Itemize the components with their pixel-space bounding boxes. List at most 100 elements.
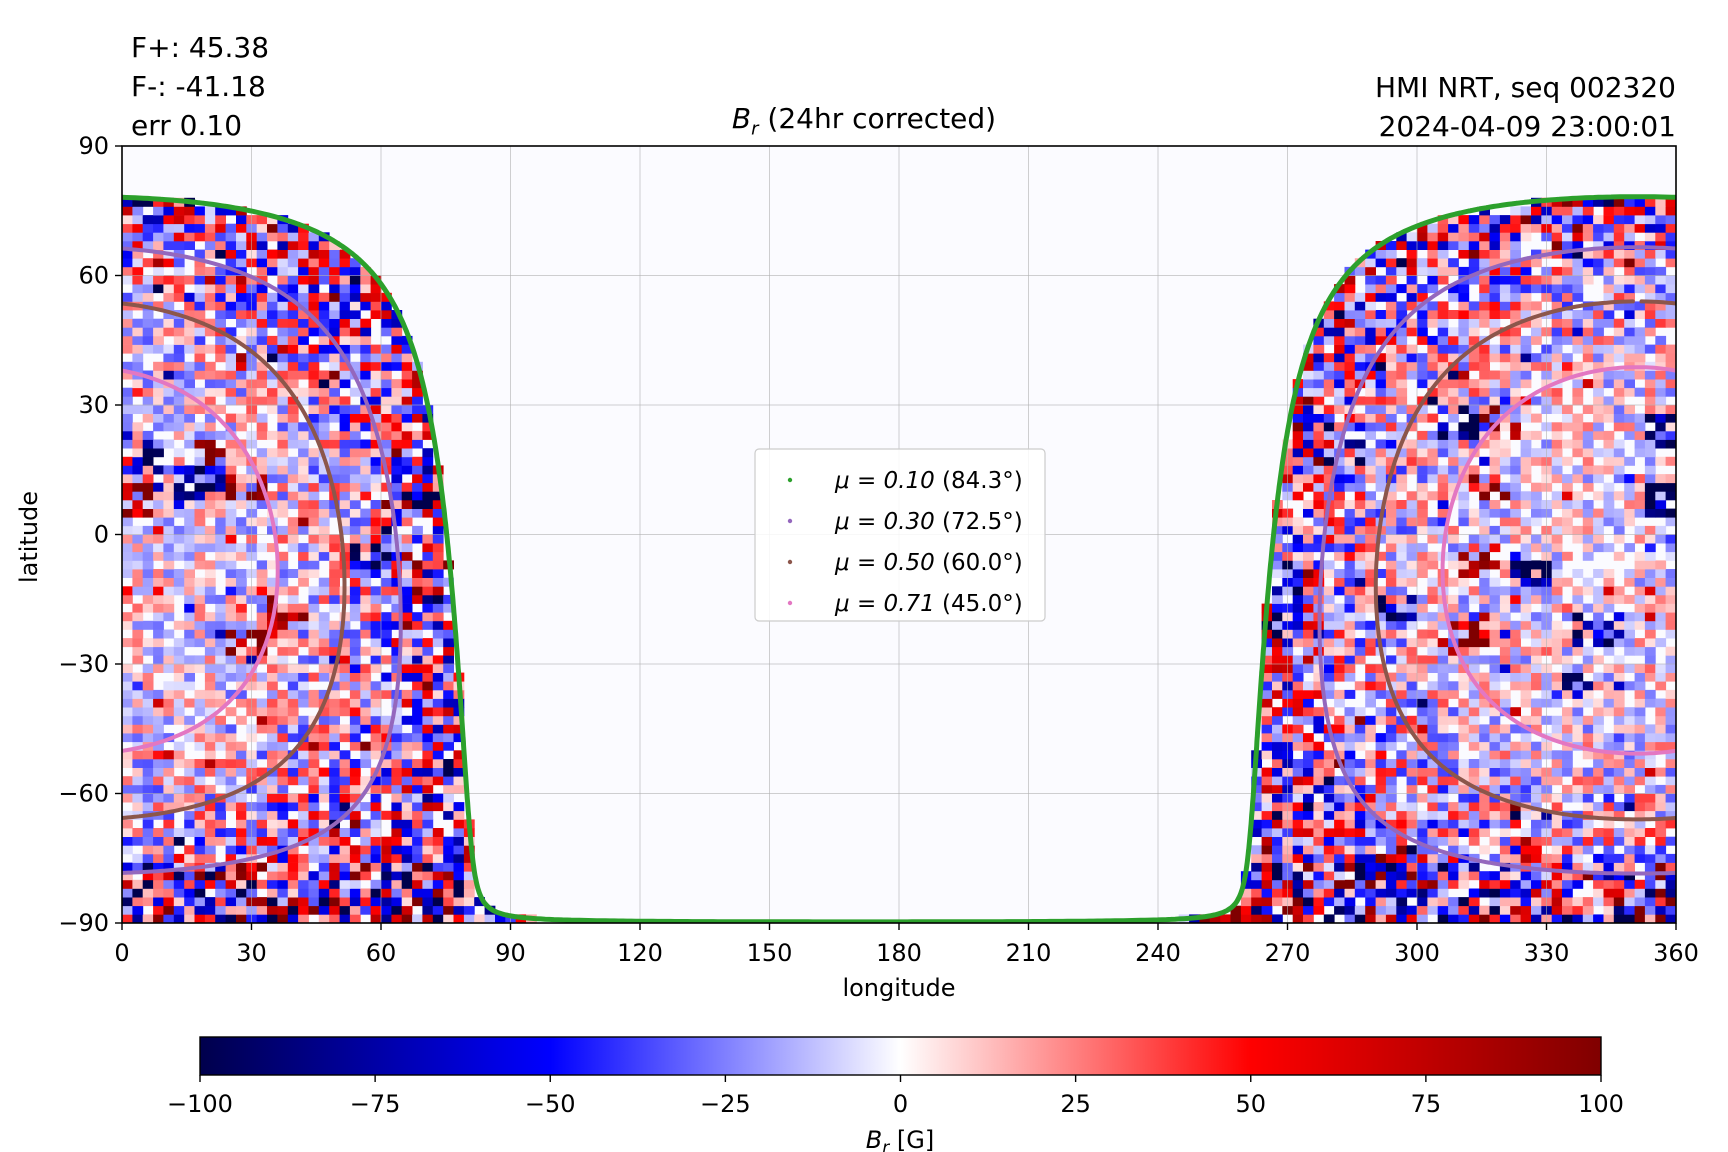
map-cell [381, 301, 392, 311]
map-cell [1427, 620, 1439, 630]
map-cell [1676, 845, 1687, 854]
map-cell [1593, 715, 1604, 725]
map-cell [1375, 594, 1387, 604]
map-cell [1448, 284, 1459, 294]
map-cell [184, 215, 195, 225]
map-cell [1385, 836, 1397, 846]
map-cell [1406, 594, 1418, 604]
map-cell [1499, 888, 1511, 898]
map-cell [204, 465, 216, 475]
map-cell [339, 750, 351, 760]
map-cell [267, 456, 278, 466]
map-cell [1292, 845, 1304, 855]
map-cell [1292, 733, 1304, 743]
map-cell [1613, 413, 1625, 423]
map-cell [1665, 249, 1676, 259]
map-cell [339, 396, 351, 406]
map-cell [1323, 422, 1335, 432]
map-cell [184, 819, 195, 829]
map-cell [1489, 482, 1501, 492]
map-cell [1458, 620, 1470, 630]
map-cell [1354, 569, 1366, 578]
map-cell [1665, 577, 1676, 587]
map-cell [215, 655, 226, 665]
map-cell [204, 284, 216, 294]
map-cell [1510, 223, 1521, 233]
map-cell [1272, 689, 1283, 699]
map-cell [1676, 733, 1687, 742]
map-cell [349, 551, 361, 561]
map-cell [1510, 534, 1521, 544]
map-cell [1531, 853, 1542, 863]
map-cell [173, 405, 185, 414]
map-cell [318, 413, 330, 423]
map-cell [1593, 370, 1604, 380]
map-cell [1375, 888, 1387, 898]
map-cell [329, 249, 340, 259]
map-cell [1427, 232, 1439, 242]
map-cell [256, 612, 268, 622]
map-cell [267, 836, 278, 846]
map-cell [204, 750, 216, 760]
map-cell [391, 508, 403, 518]
map-cell [1334, 672, 1345, 682]
map-cell [1292, 655, 1304, 665]
map-cell [122, 430, 133, 440]
map-cell [432, 491, 444, 501]
map-cell [1375, 879, 1387, 889]
map-cell [349, 862, 361, 872]
map-cell [277, 879, 289, 889]
map-cell [1613, 249, 1625, 259]
map-cell [277, 508, 289, 518]
map-cell [1520, 266, 1532, 276]
map-cell [308, 845, 320, 855]
map-cell [381, 767, 392, 777]
map-cell [1655, 482, 1667, 492]
map-cell [370, 862, 382, 872]
map-cell [1665, 802, 1676, 812]
map-cell [1562, 241, 1573, 250]
map-cell [173, 646, 185, 656]
map-cell [1655, 439, 1667, 449]
map-cell [1562, 223, 1573, 233]
map-cell [184, 292, 195, 302]
map-cell [1582, 750, 1594, 760]
map-cell [1644, 586, 1656, 596]
map-cell [1510, 620, 1521, 630]
map-cell [1551, 905, 1563, 915]
map-cell [132, 318, 144, 328]
map-cell [1593, 810, 1604, 820]
map-cell [1665, 405, 1676, 414]
map-cell [163, 508, 175, 518]
map-cell [1344, 914, 1356, 923]
map-cell [1303, 612, 1314, 622]
map-cell [1292, 879, 1304, 889]
map-cell [370, 353, 382, 363]
map-cell [339, 422, 351, 432]
map-cell [1303, 430, 1314, 440]
map-cell [422, 620, 434, 630]
map-cell [1665, 594, 1676, 604]
map-cell [339, 646, 351, 656]
map-cell [391, 577, 403, 587]
map-cell [1458, 646, 1470, 656]
map-cell [1313, 759, 1325, 768]
map-cell [173, 482, 185, 492]
map-cell [163, 750, 175, 760]
map-cell [194, 784, 206, 794]
map-cell [339, 914, 351, 923]
map-cell [1665, 655, 1676, 665]
map-cell [1634, 422, 1646, 432]
map-cell [298, 508, 309, 518]
map-cell [1458, 284, 1470, 294]
map-cell [1634, 448, 1646, 458]
map-cell [329, 767, 340, 777]
map-cell [287, 612, 299, 622]
map-cell [370, 301, 382, 311]
map-cell [401, 646, 413, 656]
map-cell [1365, 767, 1376, 777]
map-cell [1655, 508, 1667, 518]
map-cell [1458, 914, 1470, 923]
map-cell [381, 845, 392, 855]
map-cell [1385, 249, 1397, 259]
